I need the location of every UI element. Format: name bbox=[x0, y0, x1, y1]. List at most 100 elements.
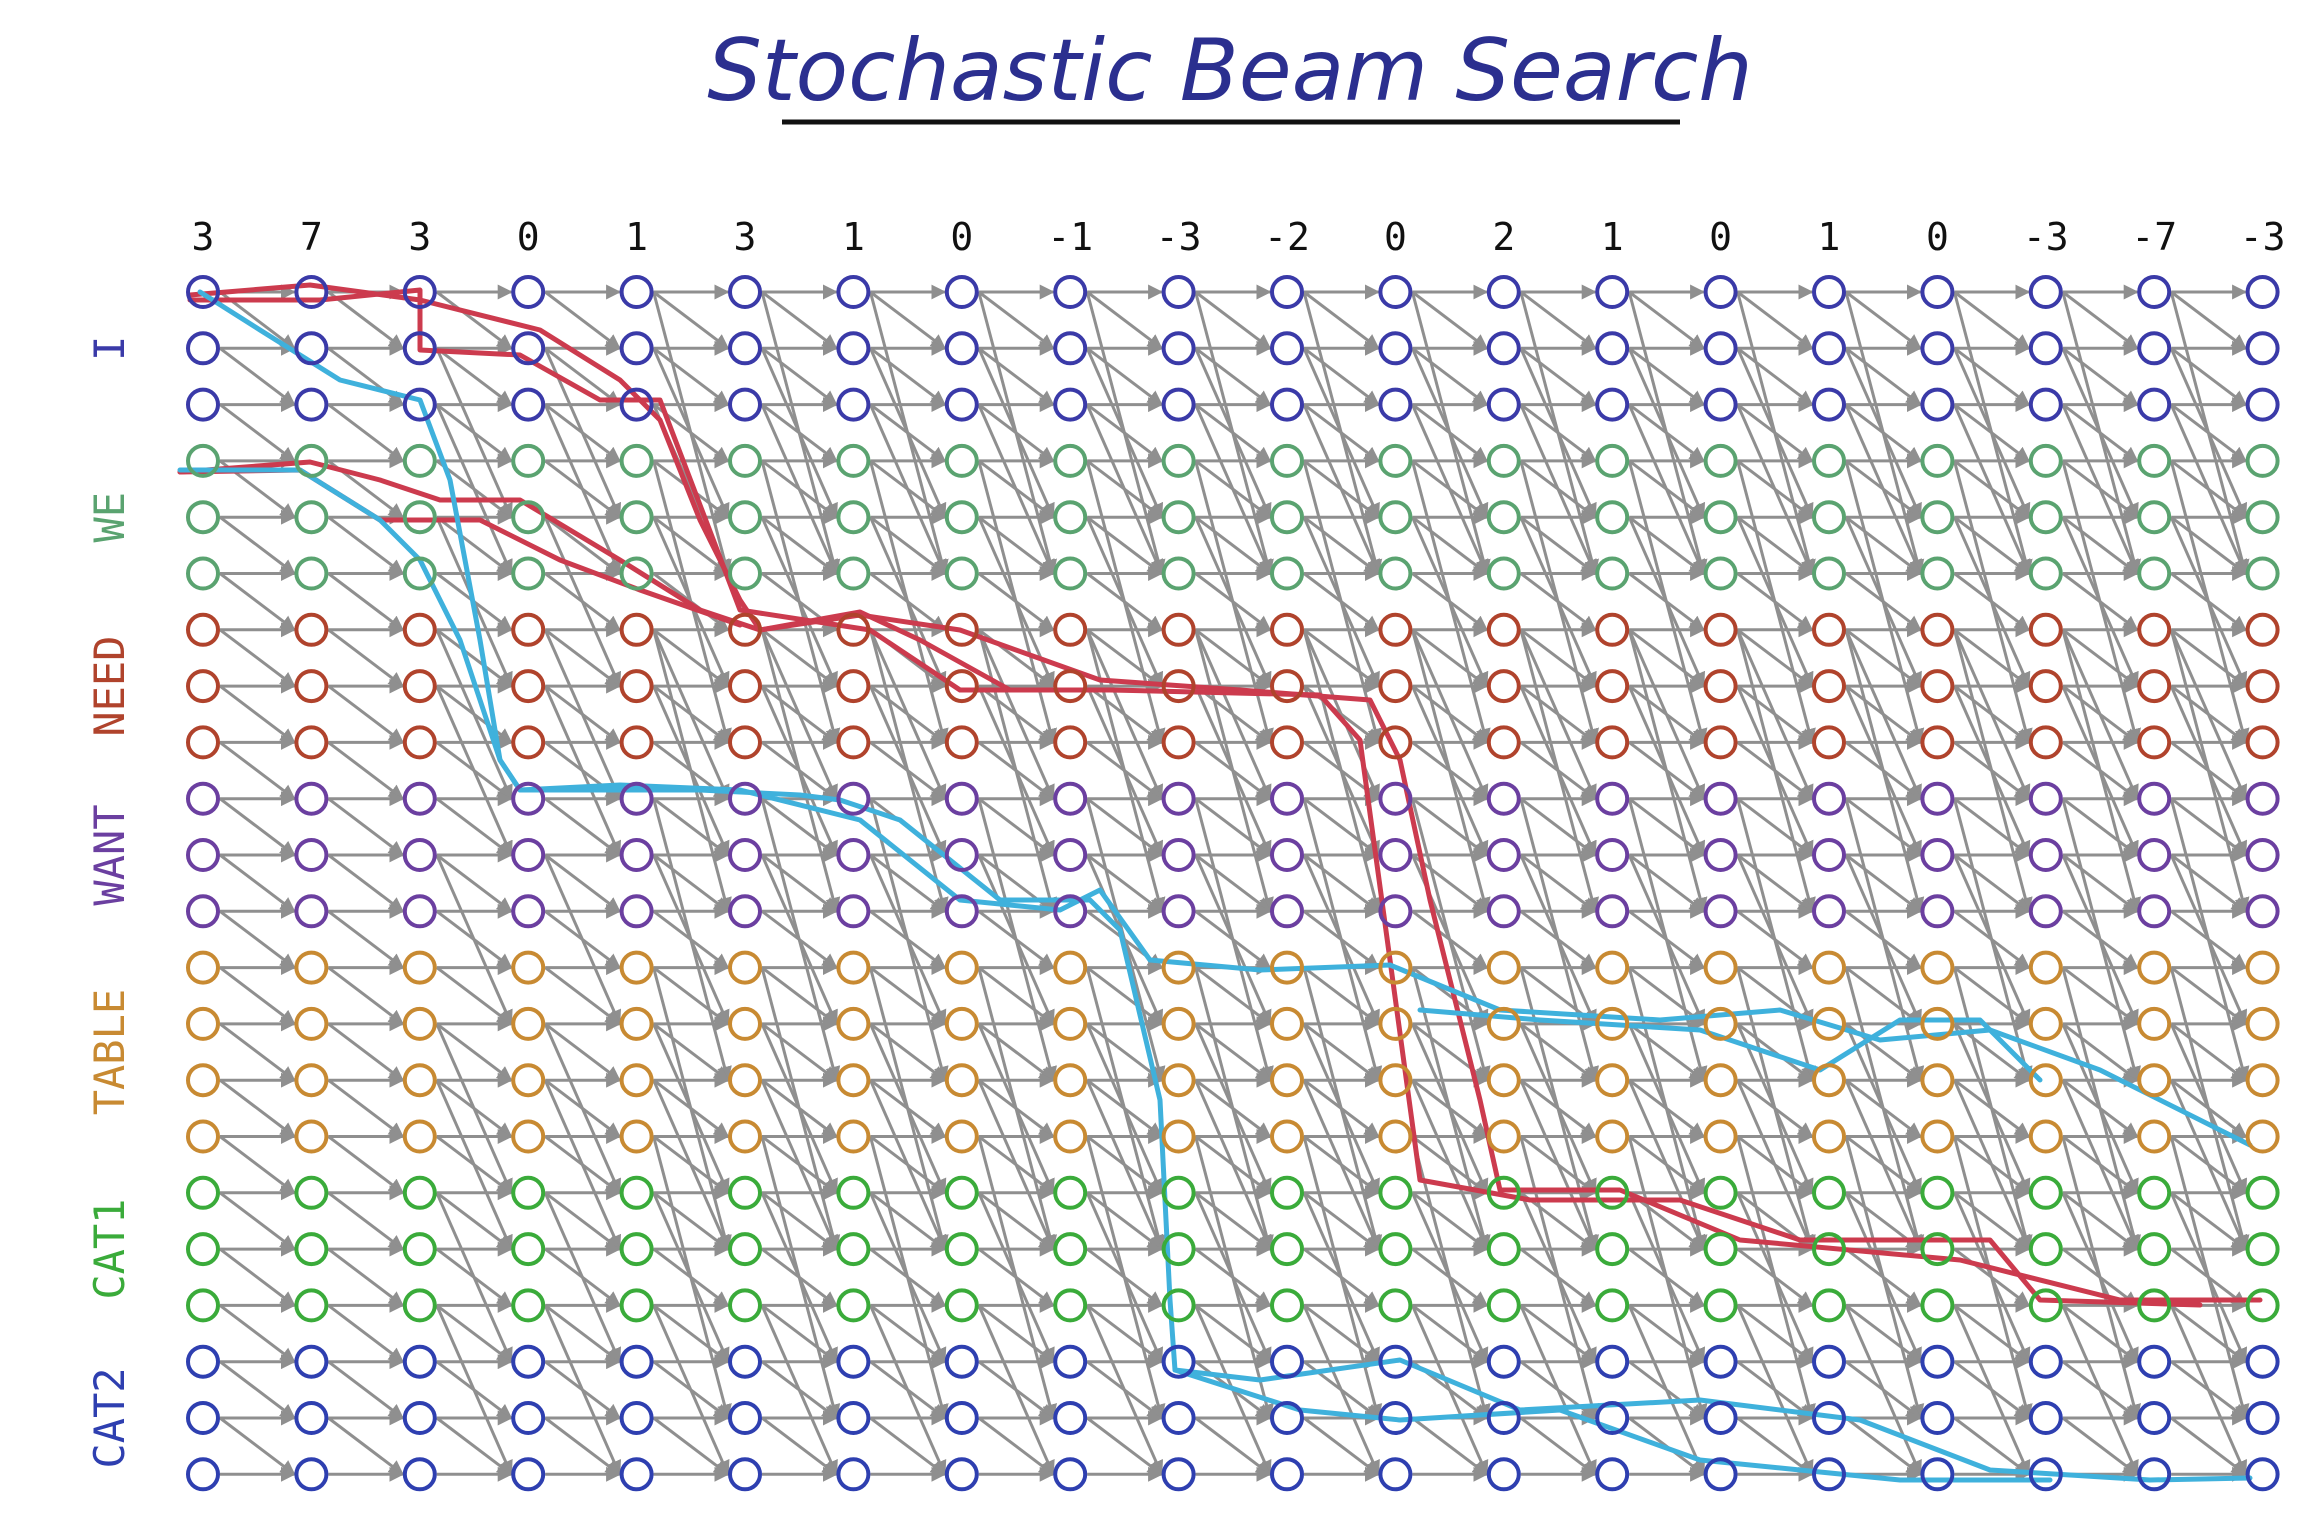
state-node-c3-r11 bbox=[511, 894, 546, 929]
state-node-c18-r13 bbox=[2137, 1006, 2172, 1041]
observation-18: -7 bbox=[2131, 215, 2177, 259]
transition-edge-514 bbox=[1194, 797, 1272, 857]
state-node-c10-r1 bbox=[1270, 331, 1304, 366]
transition-edge-1014 bbox=[2061, 1360, 2139, 1420]
state-node-c19-r15 bbox=[2245, 1119, 2280, 1154]
transition-edge-183 bbox=[544, 1247, 621, 1307]
transition-edge-308 bbox=[761, 1416, 838, 1476]
state-node-c9-r3 bbox=[1161, 443, 1196, 478]
transition-edge-76 bbox=[327, 1191, 404, 1251]
observation-17: -3 bbox=[2023, 215, 2069, 259]
state-node-c15-r16 bbox=[1812, 1175, 1846, 1210]
state-node-c14-r18 bbox=[1703, 1288, 1738, 1323]
state-node-c9-r7 bbox=[1161, 669, 1196, 704]
state-node-c17-r7 bbox=[2028, 669, 2063, 704]
state-node-c15-r1 bbox=[1812, 331, 1846, 366]
observation-0: 3 bbox=[192, 215, 215, 259]
state-node-c9-r16 bbox=[1161, 1175, 1196, 1210]
state-node-c19-r2 bbox=[2245, 387, 2280, 422]
transition-edge-29 bbox=[219, 1079, 296, 1138]
state-node-c15-r20 bbox=[1812, 1401, 1846, 1435]
state-node-c11-r18 bbox=[1378, 1288, 1413, 1323]
state-node-c8-r11 bbox=[1053, 894, 1088, 929]
transition-edge-593 bbox=[1303, 1191, 1380, 1251]
state-node-c17-r21 bbox=[2028, 1457, 2063, 1492]
transition-edge-758 bbox=[1628, 966, 1705, 1026]
transition-edge-289 bbox=[761, 1022, 838, 1082]
state-node-c1-r19 bbox=[294, 1344, 329, 1379]
transition-edge-1065 bbox=[2170, 1191, 2247, 1251]
state-node-c5-r7 bbox=[728, 669, 762, 704]
state-node-c12-r1 bbox=[1486, 331, 1521, 366]
state-node-c13-r5 bbox=[1595, 556, 1630, 591]
transition-edge-564 bbox=[1303, 628, 1380, 688]
transition-edge-429 bbox=[1086, 290, 1163, 350]
state-node-c14-r20 bbox=[1703, 1401, 1738, 1435]
transition-edge-172 bbox=[544, 1022, 621, 1082]
state-node-c5-r19 bbox=[728, 1344, 762, 1379]
transition-edge-214 bbox=[652, 684, 730, 744]
state-node-c9-r9 bbox=[1161, 781, 1196, 816]
state-node-c9-r4 bbox=[1161, 500, 1196, 535]
transition-edge-455 bbox=[1086, 797, 1163, 857]
state-node-c2-r7 bbox=[402, 669, 437, 704]
transition-edge-444 bbox=[1086, 572, 1163, 631]
transition-edge-922 bbox=[1953, 684, 2030, 744]
state-node-c0-r3 bbox=[186, 443, 220, 478]
transition-edge-733 bbox=[1628, 459, 1705, 519]
transition-edge-866 bbox=[1845, 741, 1922, 800]
transition-edge-142 bbox=[544, 347, 621, 406]
transition-edge-1040 bbox=[2170, 684, 2247, 744]
transition-edge-180 bbox=[544, 1191, 621, 1251]
state-node-c10-r3 bbox=[1270, 443, 1304, 478]
transition-edge-671 bbox=[1519, 403, 1597, 463]
transition-edge-986 bbox=[2061, 797, 2139, 857]
transition-edge-587 bbox=[1303, 1079, 1380, 1138]
state-node-c10-r14 bbox=[1270, 1063, 1304, 1098]
transition-edge-947 bbox=[1953, 1191, 2030, 1251]
transition-edge-1034 bbox=[2170, 572, 2247, 631]
transition-edge-130 bbox=[435, 1247, 513, 1307]
state-node-c4-r14 bbox=[619, 1063, 654, 1098]
transition-edge-901 bbox=[1953, 290, 2030, 350]
state-node-c5-r2 bbox=[728, 387, 762, 422]
transition-edge-450 bbox=[1086, 684, 1163, 744]
transition-edge-761 bbox=[1628, 1022, 1705, 1082]
state-node-c7-r12 bbox=[944, 950, 979, 985]
state-node-c5-r9 bbox=[728, 781, 762, 816]
transition-edge-944 bbox=[1953, 1135, 2030, 1194]
state-node-c10-r13 bbox=[1270, 1006, 1304, 1041]
transition-edge-891 bbox=[1845, 1247, 1922, 1307]
transition-edge-1051 bbox=[2170, 910, 2247, 969]
state-node-c6-r12 bbox=[836, 950, 871, 985]
state-node-c0-r18 bbox=[186, 1288, 220, 1323]
transition-edge-957 bbox=[1953, 1416, 2030, 1476]
state-node-c15-r12 bbox=[1812, 950, 1846, 985]
state-node-c9-r5 bbox=[1161, 556, 1196, 591]
state-node-c5-r17 bbox=[728, 1232, 762, 1267]
transition-edge-615 bbox=[1411, 459, 1488, 519]
state-node-c7-r18 bbox=[944, 1288, 979, 1323]
state-nodes bbox=[186, 275, 2280, 1492]
state-node-c12-r2 bbox=[1486, 387, 1521, 422]
state-node-c6-r18 bbox=[836, 1288, 871, 1323]
state-node-c14-r4 bbox=[1703, 500, 1738, 535]
transition-edge-225 bbox=[652, 910, 730, 969]
state-node-c14-r9 bbox=[1703, 781, 1738, 816]
state-node-c18-r9 bbox=[2137, 781, 2172, 816]
state-node-c10-r9 bbox=[1270, 781, 1304, 816]
state-node-c6-r20 bbox=[836, 1401, 871, 1435]
state-node-c15-r9 bbox=[1812, 781, 1846, 816]
state-node-c14-r12 bbox=[1703, 950, 1738, 985]
state-node-c13-r19 bbox=[1595, 1344, 1630, 1379]
transition-edge-857 bbox=[1845, 572, 1922, 631]
state-node-c8-r20 bbox=[1053, 1401, 1088, 1435]
transition-edge-826 bbox=[1736, 1135, 1814, 1194]
transition-edge-314 bbox=[869, 347, 946, 406]
state-node-c17-r9 bbox=[2028, 781, 2063, 816]
state-node-c8-r14 bbox=[1053, 1063, 1088, 1098]
state-node-c13-r15 bbox=[1595, 1119, 1630, 1154]
beam-red-path-1 bbox=[187, 282, 2263, 1303]
transition-edge-125 bbox=[435, 1135, 513, 1194]
state-node-c11-r12 bbox=[1378, 950, 1413, 985]
